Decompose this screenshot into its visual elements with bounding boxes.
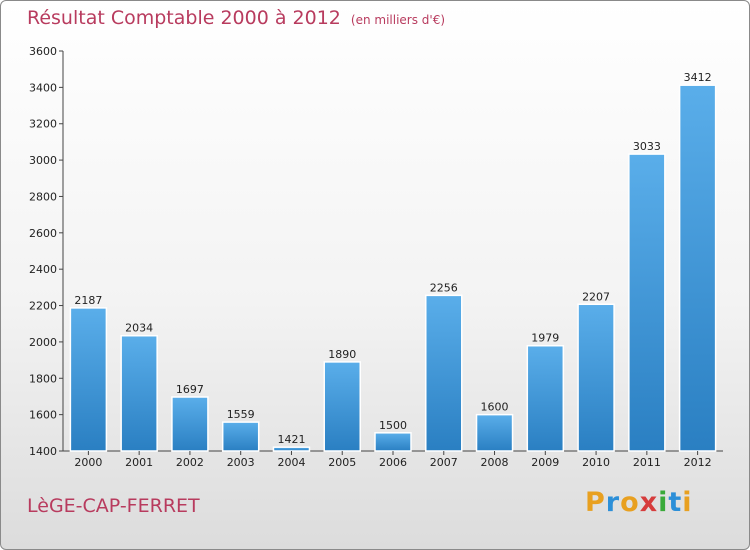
bar-value-label: 3033 (633, 140, 661, 153)
x-tick-label: 2003 (227, 456, 255, 469)
x-tick-label: 2006 (379, 456, 407, 469)
y-tick-label: 3600 (29, 45, 57, 58)
x-tick-label: 2008 (481, 456, 509, 469)
bar-value-label: 2256 (430, 281, 458, 294)
y-tick-label: 3400 (29, 81, 57, 94)
proxiti-logo: Proxiti (585, 487, 693, 518)
x-tick-label: 2005 (328, 456, 356, 469)
x-tick-label: 2001 (125, 456, 153, 469)
x-tick-label: 2000 (74, 456, 102, 469)
logo-letter: o (620, 487, 640, 518)
chart-title-text: Résultat Comptable 2000 à 2012 (27, 7, 341, 29)
logo-letter: x (639, 487, 659, 518)
commune-name: LèGE-CAP-FERRET (27, 495, 200, 517)
logo-letter: i (682, 487, 693, 518)
logo-letter: t (668, 487, 683, 518)
bar (171, 396, 209, 452)
x-tick-label: 2011 (633, 456, 661, 469)
bar-value-label: 1559 (227, 408, 255, 421)
bar (526, 344, 565, 452)
chart-title: Résultat Comptable 2000 à 2012 (en millie… (27, 7, 445, 29)
x-tick-label: 2004 (277, 456, 305, 469)
bar (69, 307, 108, 452)
x-tick-label: 2010 (582, 456, 610, 469)
y-tick-label: 1800 (29, 372, 57, 385)
y-tick-label: 2200 (29, 300, 57, 313)
bar (628, 153, 666, 452)
y-tick-label: 1400 (29, 445, 57, 458)
bar (475, 413, 514, 452)
bar (374, 432, 412, 452)
bar-value-label: 2034 (125, 322, 153, 335)
bar-value-label: 1600 (481, 401, 509, 414)
y-tick-label: 2400 (29, 263, 57, 276)
bar-value-label: 1979 (531, 332, 559, 345)
bar-value-label: 2207 (582, 290, 610, 303)
x-tick-label: 2009 (531, 456, 559, 469)
y-tick-label: 2600 (29, 227, 57, 240)
bar (120, 334, 158, 452)
y-tick-label: 2800 (29, 190, 57, 203)
bar (272, 446, 311, 452)
bar-value-label: 1421 (277, 433, 305, 446)
bar (678, 84, 717, 452)
bar-value-label: 1890 (328, 348, 356, 361)
bar-value-label: 1697 (176, 383, 204, 396)
bar (323, 361, 361, 452)
bar (425, 294, 463, 452)
logo-letter: i (658, 487, 669, 518)
y-tick-label: 1600 (29, 409, 57, 422)
bar (577, 303, 615, 452)
bar-value-label: 1500 (379, 419, 407, 432)
y-tick-label: 2000 (29, 336, 57, 349)
bar-value-label: 2187 (74, 294, 102, 307)
y-tick-label: 3200 (29, 118, 57, 131)
logo-letter: r (605, 487, 621, 518)
bar-value-label: 3412 (684, 71, 712, 84)
bar (221, 421, 260, 452)
x-tick-label: 2007 (430, 456, 458, 469)
y-tick-label: 3000 (29, 154, 57, 167)
logo-letter: P (585, 487, 606, 518)
chart-unit: (en milliers d'€) (350, 13, 446, 27)
x-tick-label: 2012 (684, 456, 712, 469)
x-tick-label: 2002 (176, 456, 204, 469)
